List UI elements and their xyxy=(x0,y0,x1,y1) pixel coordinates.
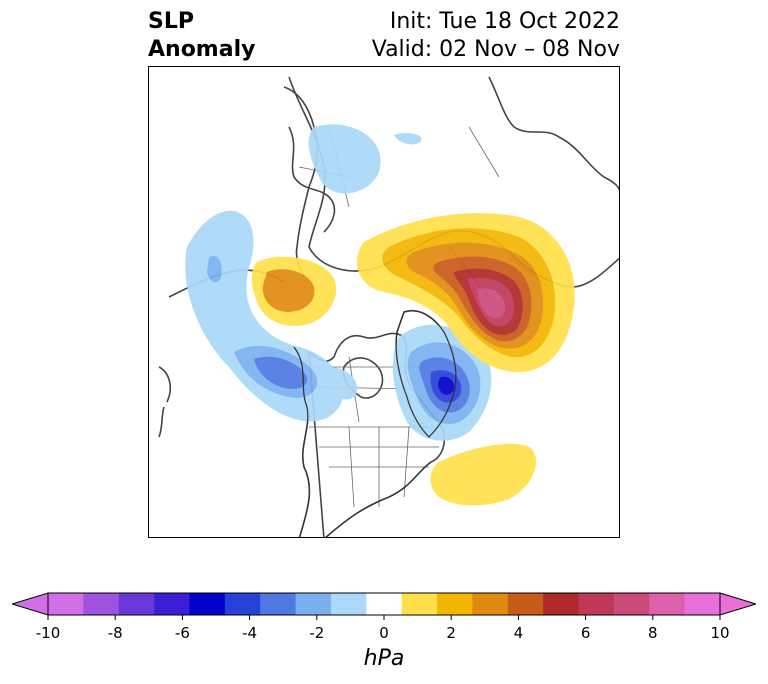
colorbar-tick-label: 6 xyxy=(580,624,591,642)
colorbar-extend-high xyxy=(719,592,756,616)
colorbar-segment xyxy=(437,593,473,615)
map-subtitle: Init: Tue 18 Oct 2022 Valid: 02 Nov – 08… xyxy=(372,8,620,64)
colorbar-tick-label: -10 xyxy=(35,624,61,642)
colorbar-tick-label: 4 xyxy=(513,624,524,642)
colorbar-segment xyxy=(330,593,367,615)
colorbar-tick-label: 8 xyxy=(648,624,658,642)
coastline-europe xyxy=(288,126,336,233)
colorbar-segment xyxy=(366,593,403,615)
colorbar-tick-label: -2 xyxy=(309,624,325,642)
colorbar-segment xyxy=(578,593,615,615)
colorbar-segment xyxy=(684,593,721,615)
init-date: Init: Tue 18 Oct 2022 xyxy=(389,9,620,34)
coastline-overlay xyxy=(293,310,457,537)
colorbar-segment xyxy=(48,593,84,615)
colorbar-tick-label: 0 xyxy=(379,624,389,642)
atlantic-high xyxy=(430,443,537,506)
colorbar-tick-label: -4 xyxy=(242,624,258,642)
colorbar-units: hPa xyxy=(363,646,405,671)
colorbar-extend-low xyxy=(12,592,49,616)
colorbar-tick-label: -8 xyxy=(107,624,123,642)
east-asia-high-core xyxy=(262,269,315,312)
greenland-low-center xyxy=(438,376,455,395)
colorbar-segment xyxy=(189,593,226,615)
colorbar-segment xyxy=(295,593,332,615)
colorbar-segment xyxy=(224,593,261,615)
anomaly-shading xyxy=(185,124,575,506)
map-panel xyxy=(148,66,620,538)
anomaly-map xyxy=(158,76,619,537)
colorbar-segment xyxy=(613,593,650,615)
colorbar-segment xyxy=(260,593,297,615)
pacific-low-small xyxy=(207,255,222,283)
coastline-japan xyxy=(158,366,171,438)
colorbar-segments xyxy=(12,592,756,616)
overlay-greenland xyxy=(395,310,457,438)
map-title: SLP Anomaly xyxy=(148,8,255,64)
pacific-low-core xyxy=(254,356,308,389)
colorbar xyxy=(12,592,756,620)
colorbar-segment xyxy=(154,593,190,615)
overlay-north-america xyxy=(293,346,432,537)
north-pacific-light2 xyxy=(394,133,422,145)
colorbar-segment xyxy=(543,593,580,615)
title-line-1: SLP xyxy=(148,9,194,34)
north-pacific-light xyxy=(308,124,381,194)
colorbar-segment xyxy=(649,593,686,615)
colorbar-segment xyxy=(118,593,155,615)
colorbar-tick-label: -6 xyxy=(174,624,190,642)
colorbar-ticks xyxy=(47,615,721,620)
russia-high-core xyxy=(477,288,506,319)
colorbar-segment xyxy=(83,593,120,615)
valid-range: Valid: 02 Nov – 08 Nov xyxy=(371,37,620,62)
colorbar-tick-label: 10 xyxy=(710,624,730,642)
coastline-north-africa xyxy=(283,86,319,278)
colorbar-segment xyxy=(472,593,509,615)
colorbar-segment xyxy=(507,593,544,615)
borders-us xyxy=(309,426,449,508)
colorbar-tick-label: 2 xyxy=(446,624,456,642)
colorbar-segment xyxy=(401,593,438,615)
north-africa-low xyxy=(325,367,358,400)
title-line-2: Anomaly xyxy=(148,37,256,62)
